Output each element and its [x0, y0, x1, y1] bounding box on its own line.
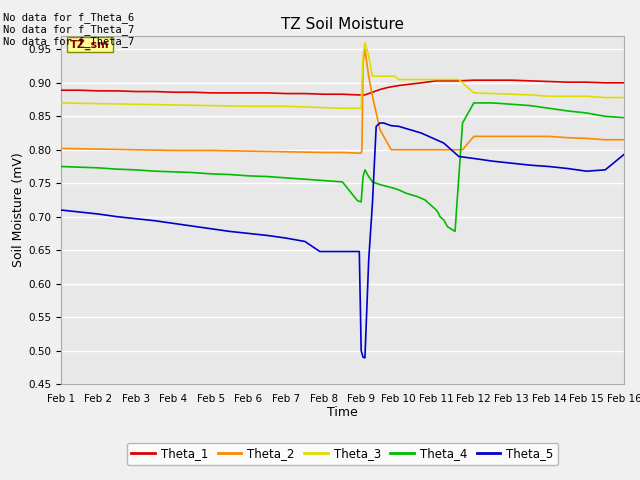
Text: No data for f_Theta_7: No data for f_Theta_7: [3, 24, 134, 35]
Legend: Theta_1, Theta_2, Theta_3, Theta_4, Theta_5: Theta_1, Theta_2, Theta_3, Theta_4, Thet…: [127, 443, 558, 465]
Text: No data for f_Theta_7: No data for f_Theta_7: [3, 36, 134, 47]
Text: No data for f_Theta_6: No data for f_Theta_6: [3, 12, 134, 23]
Y-axis label: Soil Moisture (mV): Soil Moisture (mV): [12, 153, 25, 267]
X-axis label: Time: Time: [327, 407, 358, 420]
Title: TZ Soil Moisture: TZ Soil Moisture: [281, 17, 404, 32]
Text: TZ_sm: TZ_sm: [70, 39, 110, 49]
